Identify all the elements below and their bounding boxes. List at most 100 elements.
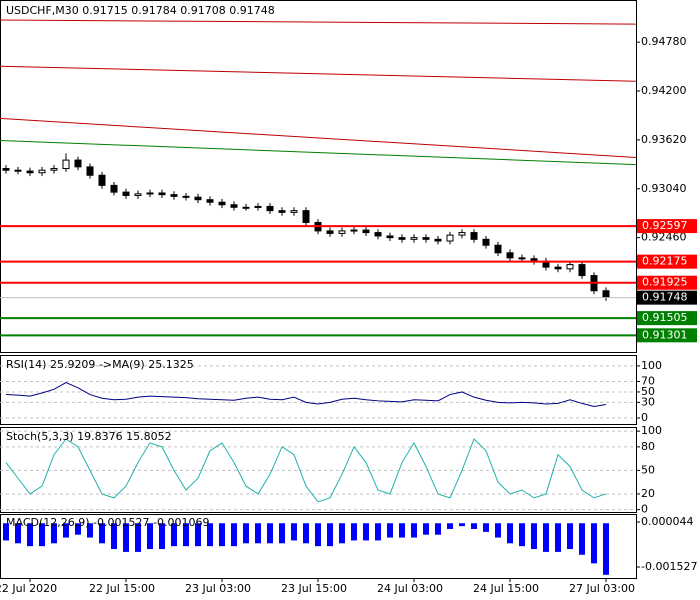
histogram-bar bbox=[39, 523, 45, 547]
level-label-box bbox=[637, 328, 697, 343]
candle-body bbox=[602, 290, 610, 298]
histogram-bar bbox=[531, 523, 537, 550]
histogram-bar bbox=[495, 523, 501, 538]
candle-body bbox=[290, 210, 298, 213]
candle-body bbox=[74, 159, 82, 168]
candle-body bbox=[326, 230, 334, 234]
trend-line bbox=[0, 139, 637, 166]
histogram-bar bbox=[339, 523, 345, 544]
histogram-bar bbox=[63, 523, 69, 538]
candle-body bbox=[350, 229, 358, 232]
histogram-bar bbox=[159, 523, 165, 550]
histogram-bar bbox=[447, 523, 453, 529]
trend-line bbox=[0, 117, 637, 158]
candle-body bbox=[110, 184, 118, 193]
candle-body bbox=[386, 235, 394, 239]
current-price-label: 0.91748 bbox=[642, 291, 688, 304]
candle-body bbox=[38, 169, 46, 174]
y-tick-label: 0.92460 bbox=[641, 231, 687, 244]
panel-title: Stoch(5,3,3) 19.8376 15.8052 bbox=[6, 430, 172, 443]
histogram-bar bbox=[27, 523, 33, 547]
candle-body bbox=[194, 196, 202, 201]
histogram-bar bbox=[423, 523, 429, 535]
panel-title: USDCHF,M30 0.91715 0.91784 0.91708 0.917… bbox=[6, 4, 275, 17]
candle-body bbox=[554, 266, 562, 270]
histogram-bar bbox=[183, 523, 189, 547]
indicator-line bbox=[5, 438, 607, 503]
level-label: 0.92597 bbox=[642, 219, 688, 232]
candle-body bbox=[422, 237, 430, 240]
candle-body bbox=[410, 237, 418, 240]
candle-body bbox=[518, 257, 526, 260]
histogram-bar bbox=[399, 523, 405, 538]
histogram-bar bbox=[123, 523, 129, 552]
histogram-bar bbox=[483, 523, 489, 532]
candle-body bbox=[578, 264, 586, 277]
candle-body bbox=[494, 244, 502, 254]
histogram-bar bbox=[75, 523, 81, 535]
candle-body bbox=[470, 232, 478, 240]
histogram-bar bbox=[435, 523, 441, 535]
candle-body bbox=[134, 193, 142, 196]
candle-body bbox=[434, 238, 442, 242]
histogram-bar bbox=[363, 523, 369, 541]
candle-body bbox=[50, 168, 58, 171]
candle-body bbox=[566, 264, 574, 270]
y-tick-label: 80 bbox=[641, 440, 655, 453]
candle-body bbox=[242, 206, 250, 209]
candle-body bbox=[122, 191, 130, 196]
candle-body bbox=[266, 205, 274, 212]
y-tick-label: 0.94200 bbox=[641, 84, 687, 97]
histogram-bar bbox=[87, 523, 93, 538]
candle-body bbox=[482, 238, 490, 246]
candle-body bbox=[98, 174, 106, 186]
histogram-bar bbox=[207, 523, 213, 547]
y-tick-label: 0.93620 bbox=[641, 133, 687, 146]
panel-title: MACD(12,26,9) -0.001527 -0.001069 bbox=[6, 516, 209, 529]
y-tick-label: 0.94780 bbox=[641, 35, 687, 48]
level-label: 0.91505 bbox=[642, 311, 688, 324]
histogram-bar bbox=[603, 523, 609, 575]
y-tick-label: 0 bbox=[641, 503, 648, 516]
histogram-bar bbox=[195, 523, 201, 547]
indicator-line bbox=[5, 382, 607, 408]
histogram-bar bbox=[279, 523, 285, 544]
trend-line bbox=[0, 19, 637, 25]
histogram-bar bbox=[147, 523, 153, 550]
level-label-box bbox=[637, 275, 697, 290]
candle-body bbox=[26, 170, 34, 174]
level-label: 0.92175 bbox=[642, 255, 688, 268]
histogram-bar bbox=[291, 523, 297, 541]
candle-body bbox=[206, 199, 214, 203]
candle-body bbox=[374, 232, 382, 237]
candle-body bbox=[182, 195, 190, 198]
histogram-bar bbox=[507, 523, 513, 544]
histogram-bar bbox=[111, 523, 117, 550]
histogram-bar bbox=[267, 523, 273, 544]
level-label-box bbox=[637, 219, 697, 234]
histogram-bar bbox=[375, 523, 381, 541]
candle-body bbox=[362, 229, 370, 234]
histogram-bar bbox=[327, 523, 333, 547]
level-label-box bbox=[637, 311, 697, 326]
histogram-bar bbox=[15, 523, 21, 544]
histogram-bar bbox=[171, 523, 177, 547]
y-tick-label: 100 bbox=[641, 424, 662, 437]
x-tick-label: 23 Jul 03:00 bbox=[185, 582, 251, 595]
histogram-bar bbox=[387, 523, 393, 538]
y-tick-label: 30 bbox=[641, 395, 655, 408]
candle-body bbox=[230, 204, 238, 208]
histogram-bar bbox=[243, 523, 249, 544]
histogram-bar bbox=[471, 523, 477, 529]
candle-body bbox=[86, 166, 94, 176]
candle-body bbox=[146, 192, 154, 195]
histogram-bar bbox=[411, 523, 417, 538]
current-price-box bbox=[637, 290, 697, 305]
y-tick-label: 0 bbox=[641, 411, 648, 424]
panel-title: RSI(14) 25.9209 ->MA(9) 25.1325 bbox=[6, 358, 194, 371]
x-tick-label: 27 Jul 03:00 bbox=[569, 582, 635, 595]
x-tick-label: 22 Jul 2020 bbox=[0, 582, 57, 595]
candle-body bbox=[254, 205, 262, 208]
candle-body bbox=[506, 252, 514, 259]
